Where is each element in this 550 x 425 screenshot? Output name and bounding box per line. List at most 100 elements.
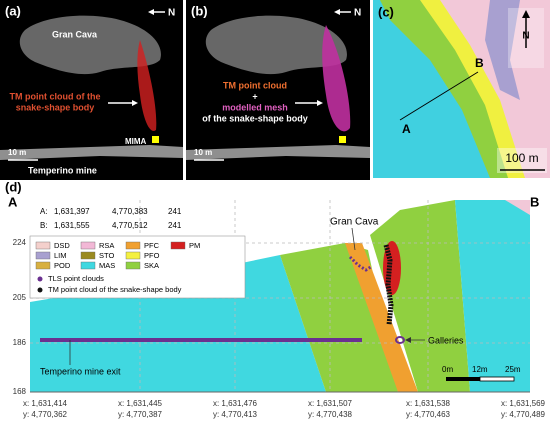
x-labels: x: 1,631,414 y: 4,770,362 x: 1,631,445 y: 4… <box>23 399 546 419</box>
x-label: y: 4,770,362 <box>23 410 68 419</box>
legend-dot <box>37 276 43 282</box>
mima-marker <box>152 136 159 143</box>
x-label: x: 1,631,414 <box>23 399 68 408</box>
map-unit <box>485 0 520 100</box>
scale: 10 m <box>8 148 26 157</box>
legend-label: POD <box>54 261 71 270</box>
coord: B: <box>40 221 48 230</box>
point-b: B <box>475 56 484 70</box>
legend-swatch <box>125 241 141 250</box>
legend-label: STO <box>99 251 114 260</box>
tls-galleries <box>395 336 405 344</box>
point-a: A <box>402 122 411 136</box>
end-b: B <box>530 194 539 209</box>
mine-cloud <box>0 145 183 160</box>
coord: 4,770,512 <box>112 221 148 230</box>
mima: MIMA <box>125 137 147 146</box>
x-label: y: 4,770,387 <box>118 410 163 419</box>
north: N <box>168 8 175 19</box>
legend-label: SKA <box>144 261 159 270</box>
mima-marker <box>339 136 346 143</box>
snake-body <box>137 40 157 131</box>
caption: modelled mesh <box>222 102 288 112</box>
coords: A: 1,631,397 4,770,383 241 B: 1,631,555 4,770,… <box>40 207 182 230</box>
panel-label: (a) <box>5 3 21 18</box>
panel-d: (d) A B A: 1,631,397 4,770,383 241 B: 1,631,5… <box>5 179 546 419</box>
panel-c: (c) N A B 100 m <box>373 0 550 178</box>
arrow-head <box>132 100 138 106</box>
caption: TM point cloud of the <box>10 91 101 101</box>
caption: snake-shape body <box>16 102 95 112</box>
map-unit <box>380 0 508 178</box>
mine-cloud <box>186 145 370 160</box>
north-head <box>334 9 340 15</box>
x-label: x: 1,631,476 <box>213 399 258 408</box>
leader <box>351 227 356 251</box>
legend-swatch <box>80 261 96 270</box>
legend-swatch <box>170 241 186 250</box>
x-label: x: 1,631,569 <box>501 399 546 408</box>
legend-dot <box>37 287 43 293</box>
legend-label: DSD <box>54 241 70 250</box>
x-label: x: 1,631,507 <box>308 399 353 408</box>
legend-swatch <box>125 261 141 270</box>
coord: 4,770,383 <box>112 207 148 216</box>
point-cloud <box>19 15 161 75</box>
point-cloud <box>205 15 347 75</box>
unit-mas <box>455 200 530 392</box>
scale: 0m <box>442 365 453 374</box>
x-label: y: 4,770,489 <box>501 410 546 419</box>
north: N <box>354 8 361 19</box>
caption: + <box>252 91 257 101</box>
y-label: 168 <box>13 387 27 396</box>
legend-label: TM point cloud of the snake-shape body <box>48 285 182 294</box>
scale: 10 m <box>194 148 212 157</box>
legend-label: TLS point clouds <box>48 274 104 283</box>
panel-b: (b) N TM point cloud + modelled mesh of … <box>186 0 370 180</box>
tm-points <box>383 244 394 326</box>
caption: of the snake-shape body <box>202 113 308 123</box>
y-label: 186 <box>13 338 27 347</box>
legend-label: PM <box>189 241 200 250</box>
coord: 1,631,397 <box>54 207 90 216</box>
section-line <box>399 71 479 121</box>
gran-cava: Gran Cava <box>330 217 379 228</box>
unit-mas <box>30 255 326 392</box>
x-label: y: 4,770,463 <box>406 410 451 419</box>
scale: 12m <box>472 365 488 374</box>
x-label: x: 1,631,538 <box>406 399 451 408</box>
legend-swatch <box>35 241 51 250</box>
coord: 241 <box>168 207 182 216</box>
scale-bar <box>446 377 480 381</box>
mesh <box>322 25 351 132</box>
legend-swatch <box>35 261 51 270</box>
end-a: A <box>8 194 18 209</box>
legend-label: LIM <box>54 251 67 260</box>
panel-a: (a) N Gran Cava TM point cloud of the sn… <box>0 0 183 180</box>
north: N <box>522 31 529 42</box>
caption: TM point cloud <box>223 80 287 90</box>
scale-bar <box>479 376 515 382</box>
legend-swatch <box>80 251 96 260</box>
legend-label: PFC <box>144 241 160 250</box>
coord: A: <box>40 207 48 216</box>
legend-swatch <box>80 241 96 250</box>
panel-label: (b) <box>191 3 208 18</box>
mine: Temperino mine <box>28 165 97 175</box>
north-head <box>522 10 530 18</box>
scale-box <box>497 148 547 173</box>
legend-swatch <box>125 251 141 260</box>
legend-label: RSA <box>99 241 114 250</box>
arrow-head <box>317 100 323 106</box>
x-label: x: 1,631,445 <box>118 399 163 408</box>
x-label: y: 4,770,438 <box>308 410 353 419</box>
scale: 25m <box>505 365 521 374</box>
leader-head <box>405 337 411 343</box>
site: Gran Cava <box>52 29 98 39</box>
panel-label: (c) <box>378 4 394 19</box>
unit-pfc <box>345 243 418 392</box>
scale: 100 m <box>505 151 538 165</box>
unit-rsa <box>505 200 530 215</box>
legend-swatch <box>35 251 51 260</box>
legend-items: DSD RSA PFC PM LIM STO PFO POD MAS SKA TLS point c… <box>35 241 200 294</box>
